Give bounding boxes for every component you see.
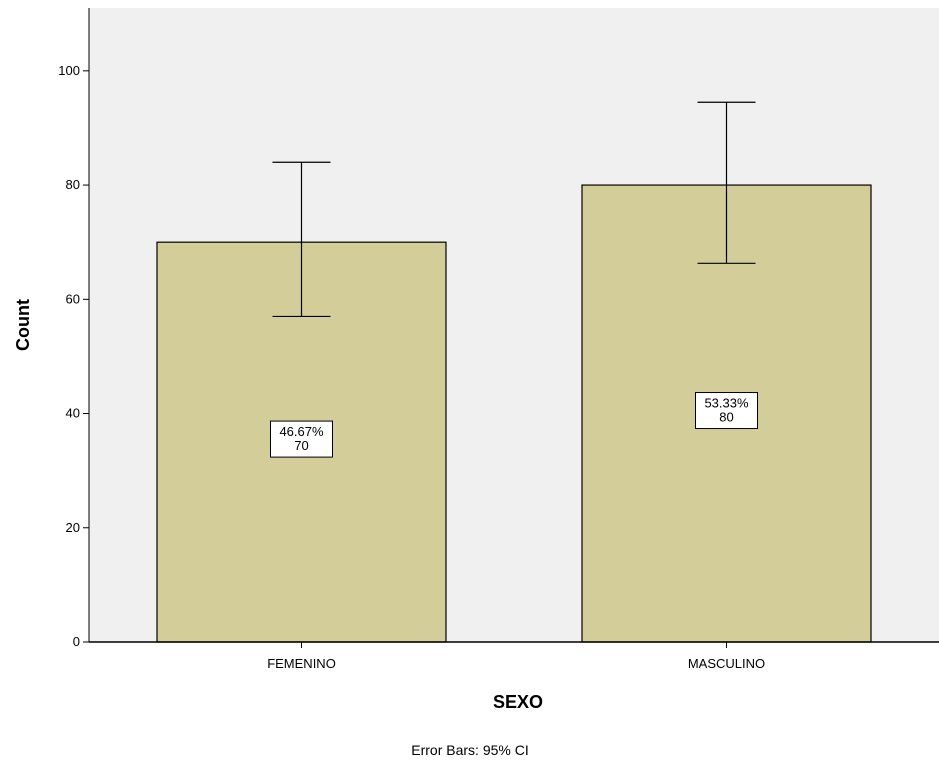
x-tick-label-masculino: MASCULINO bbox=[688, 656, 765, 671]
y-tick-label: 60 bbox=[66, 291, 80, 306]
x-tick-label-femenino: FEMENINO bbox=[267, 656, 336, 671]
y-tick-label: 0 bbox=[73, 634, 80, 649]
y-tick-label: 80 bbox=[66, 177, 80, 192]
y-tick-label: 40 bbox=[66, 406, 80, 421]
x-axis-ticks: FEMENINO MASCULINO bbox=[267, 642, 765, 671]
x-axis-title: SEXO bbox=[493, 692, 543, 712]
data-label-box bbox=[695, 392, 758, 430]
data-label-count: 70 bbox=[294, 438, 308, 453]
data-labels: 46.67%70 53.33%80 bbox=[270, 392, 758, 458]
data-label-box bbox=[270, 420, 333, 458]
error-bars-footnote: Error Bars: 95% CI bbox=[411, 742, 528, 758]
data-label-count: 80 bbox=[719, 410, 733, 425]
data-label-percent: 46.67% bbox=[279, 424, 324, 439]
error-bars bbox=[272, 101, 756, 318]
y-axis-ticks: 0 20 40 60 80 100 bbox=[58, 63, 89, 649]
y-tick-label: 100 bbox=[58, 63, 80, 78]
data-label-percent: 53.33% bbox=[704, 396, 749, 411]
y-tick-label: 20 bbox=[66, 520, 80, 535]
y-axis-title: Count bbox=[13, 299, 33, 351]
